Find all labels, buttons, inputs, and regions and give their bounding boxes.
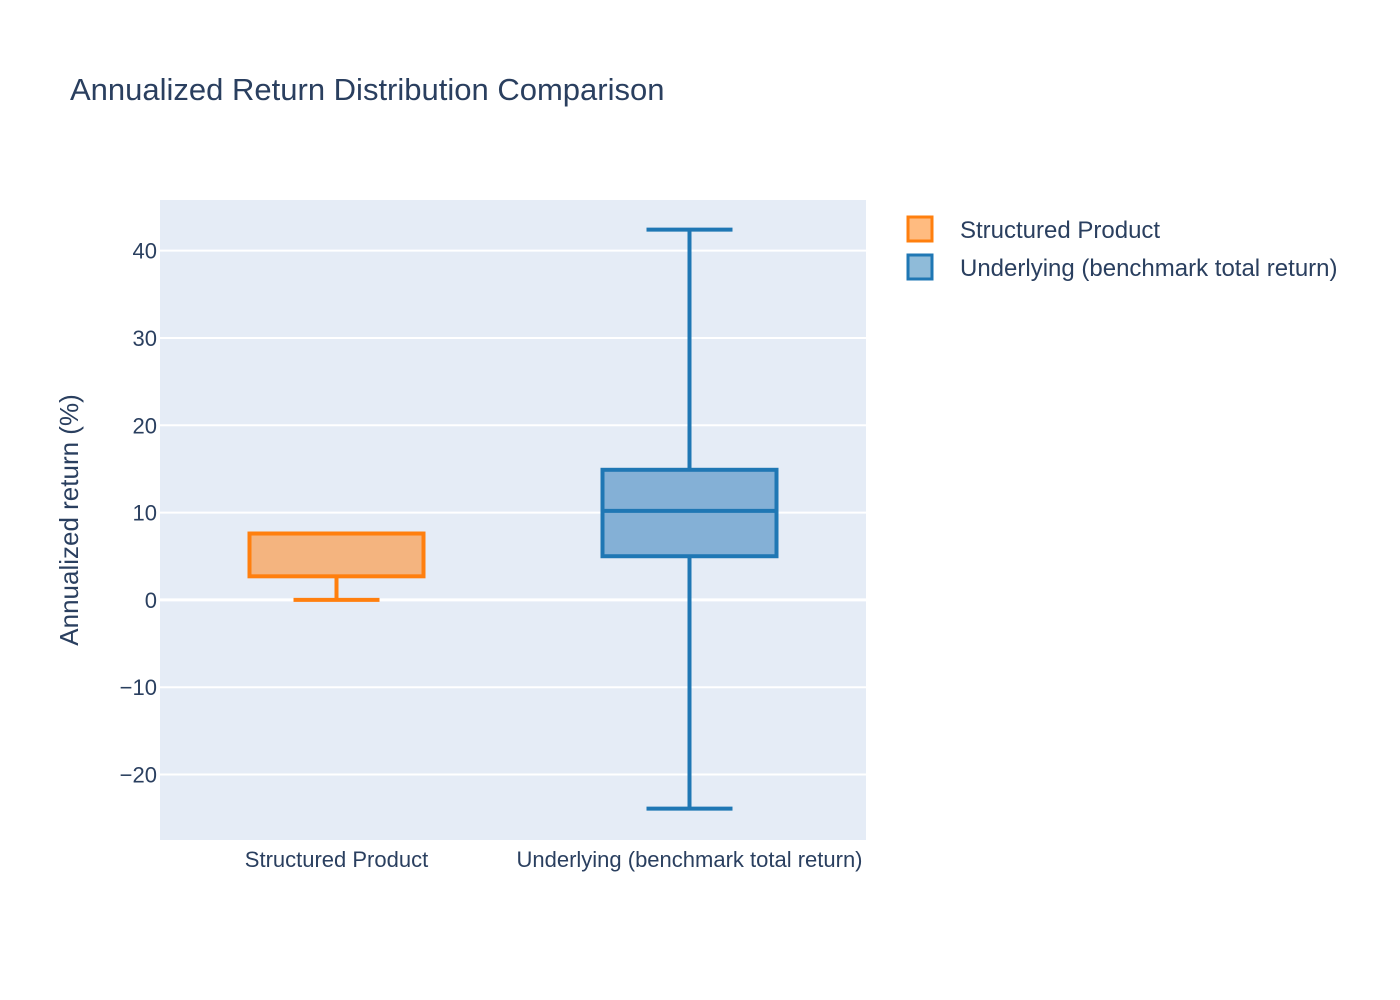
- legend-label-1: Underlying (benchmark total return): [960, 255, 1338, 282]
- legend-label-0: Structured Product: [960, 217, 1160, 244]
- legend-item-1[interactable]: Underlying (benchmark total return): [906, 253, 1338, 282]
- legend-item-0[interactable]: Structured Product: [906, 215, 1160, 244]
- x-tick-label-1: Underlying (benchmark total return): [516, 847, 862, 872]
- box-1: [600, 227, 779, 811]
- chart-title: Annualized Return Distribution Compariso…: [70, 72, 664, 107]
- y-tick-label-4: 0: [145, 588, 157, 613]
- x-tick-label-0: Structured Product: [245, 847, 428, 872]
- legend[interactable]: Structured Product Underlying (benchmark …: [906, 215, 1338, 282]
- legend-swatch-0: [906, 215, 934, 243]
- y-tick-label-5: −10: [120, 675, 157, 700]
- iqr-box-1: [600, 467, 779, 559]
- y-axis-ticks: 40 30 20 10 0 −10 −20: [120, 239, 157, 788]
- box-series: [247, 227, 779, 811]
- y-tick-label-3: 10: [133, 501, 157, 526]
- legend-swatch-1: [906, 253, 934, 281]
- y-axis-title: Annualized return (%): [54, 394, 84, 645]
- box-0: [247, 531, 426, 602]
- y-tick-label-6: −20: [120, 763, 157, 788]
- x-axis-ticks: Structured Product Underlying (benchmark …: [245, 847, 863, 872]
- gridlines: [160, 249, 866, 776]
- y-tick-label-2: 20: [133, 413, 157, 438]
- y-tick-label-1: 30: [133, 326, 157, 351]
- y-tick-label-0: 40: [133, 239, 157, 264]
- iqr-box-0: [247, 531, 426, 579]
